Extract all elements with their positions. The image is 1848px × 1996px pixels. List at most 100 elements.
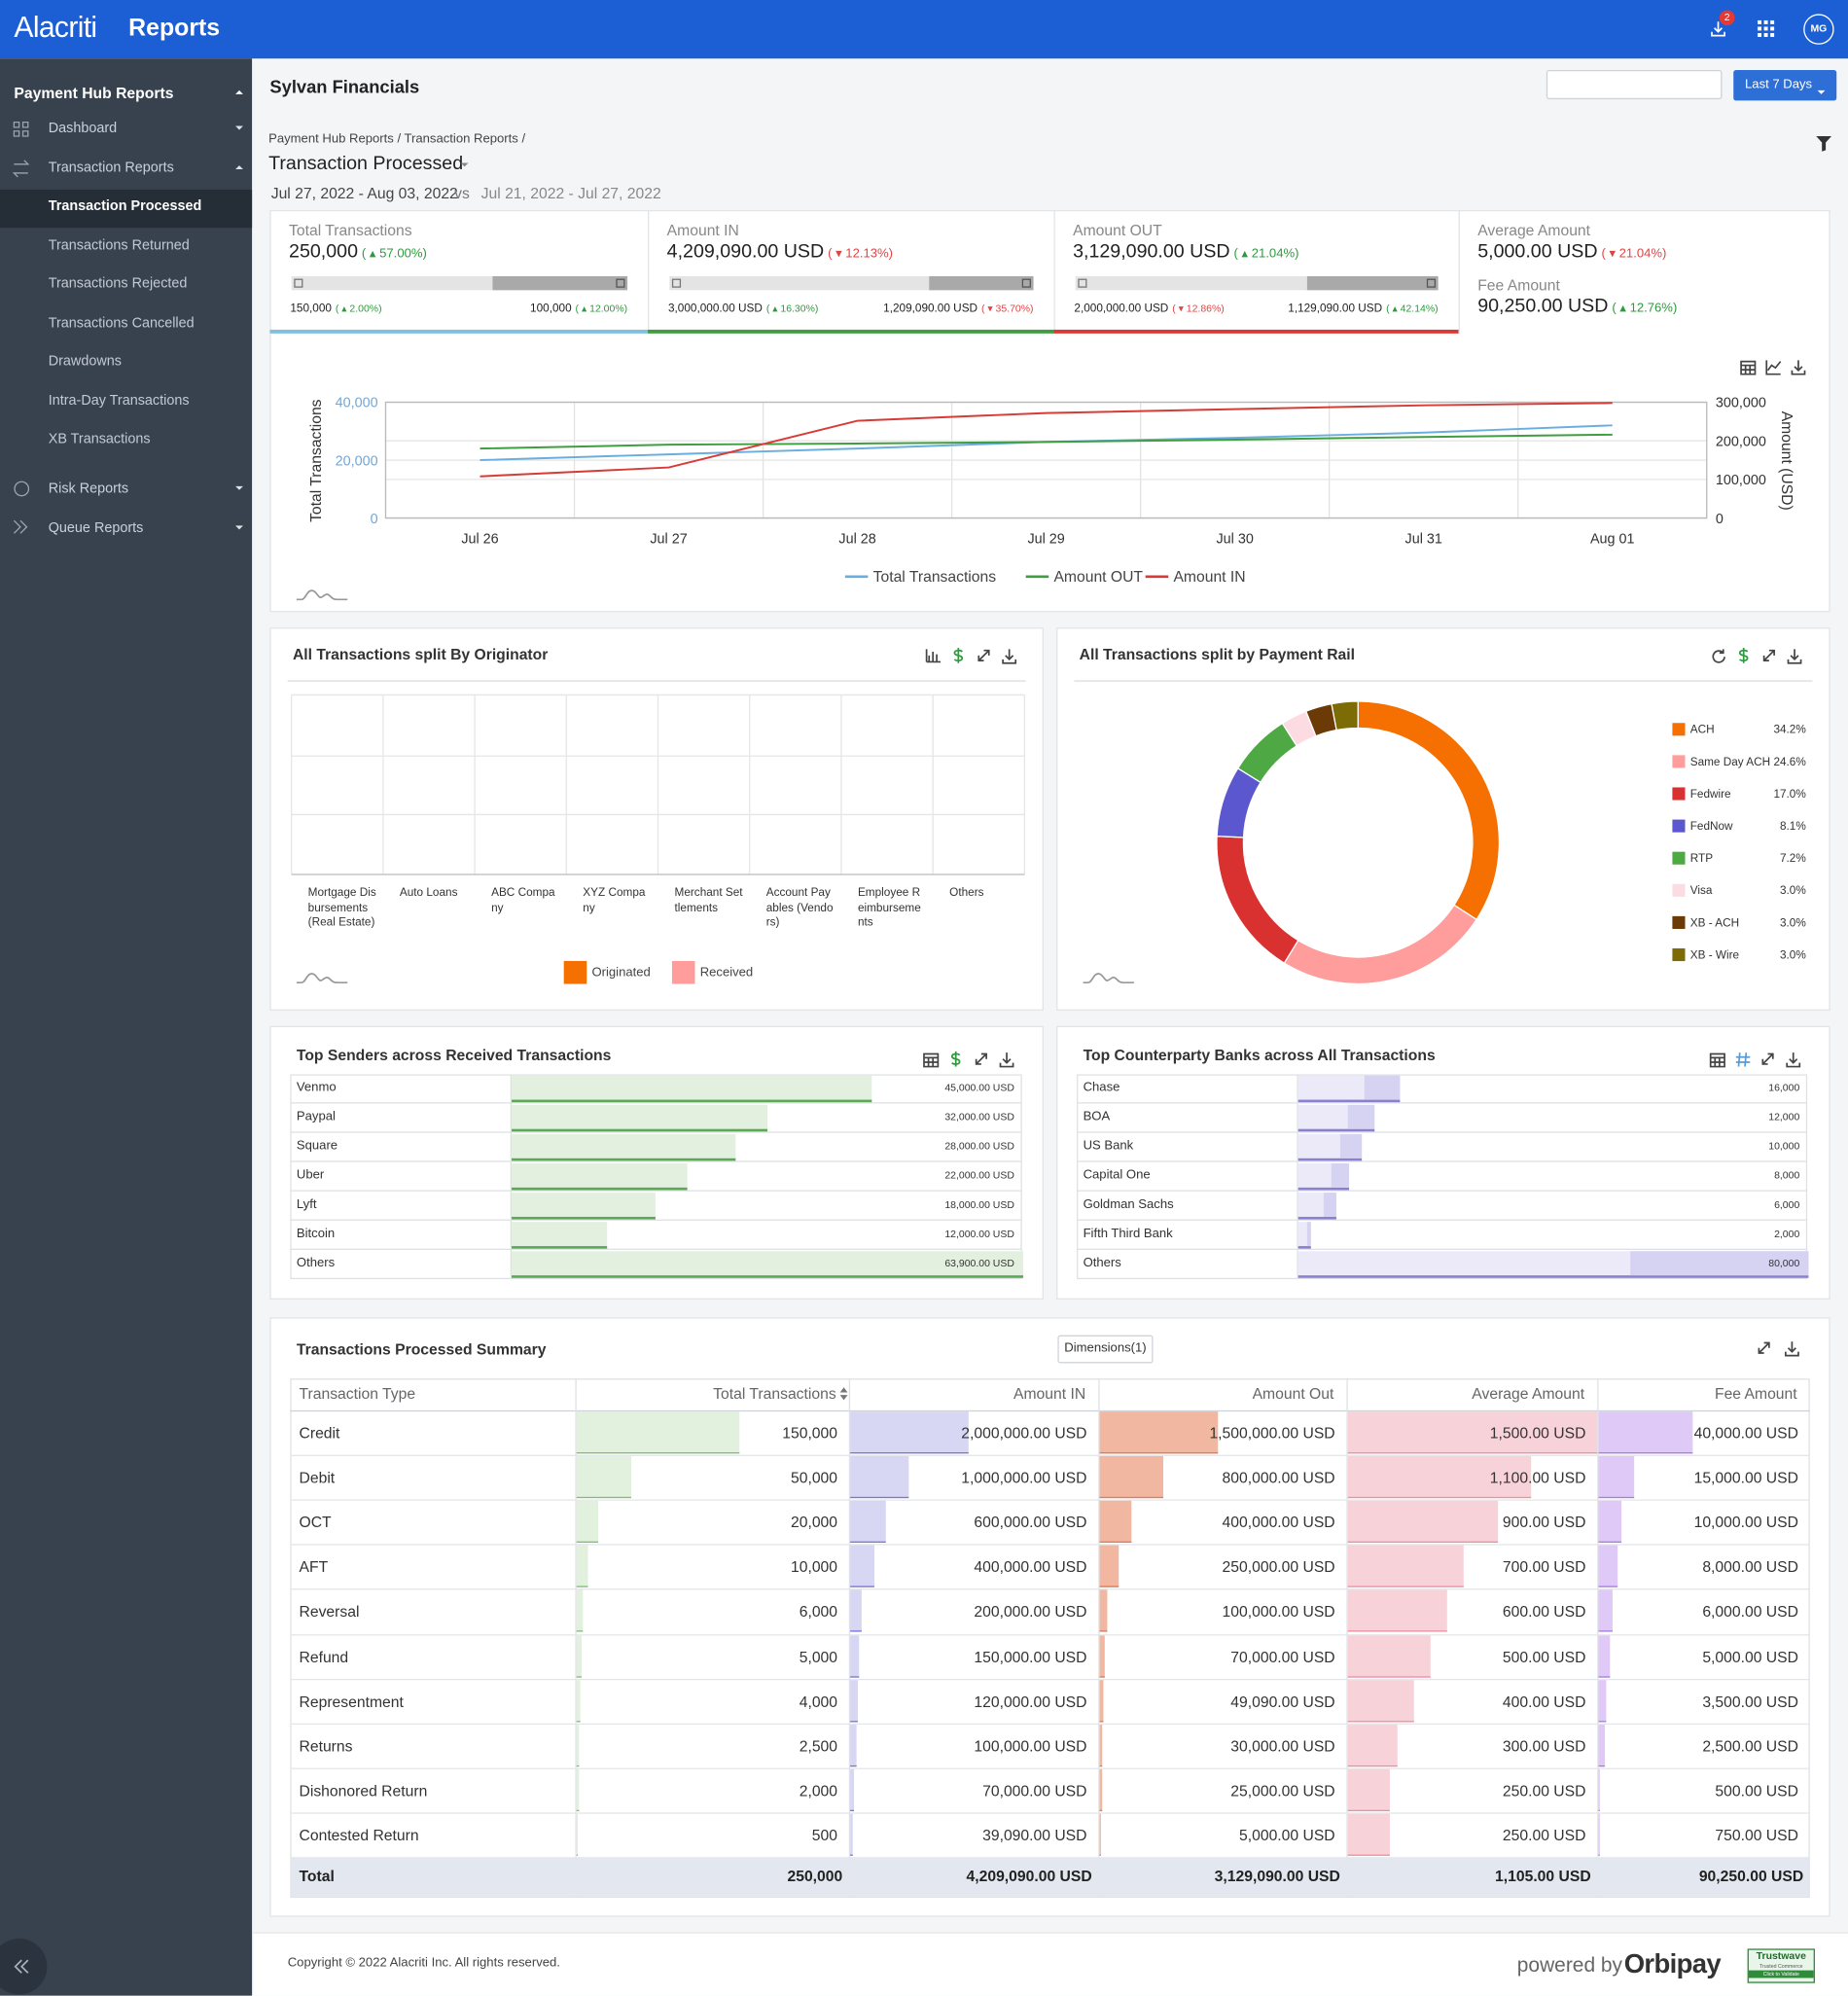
column-header[interactable]: Transaction Type: [299, 1384, 416, 1404]
notification-badge[interactable]: 2: [1719, 10, 1735, 26]
kpi-split-left: 150,000( ▴ 2.00%): [290, 302, 381, 314]
column-header[interactable]: Amount Out: [1252, 1384, 1334, 1404]
dimensions-button[interactable]: Dimensions(1): [1057, 1335, 1154, 1364]
kpi-split-left-bar: [1075, 275, 1308, 291]
sidebar-subitem[interactable]: XB Transactions: [48, 431, 151, 447]
table-header-line: [290, 1409, 1810, 1412]
table-cell-divider: [510, 1191, 513, 1221]
summary-bar: [850, 1411, 969, 1454]
sidebar-subitem[interactable]: Drawdowns: [48, 353, 122, 370]
column-header[interactable]: Amount IN: [1013, 1384, 1086, 1404]
copyright: Copyright © 2022 Alacriti Inc. All right…: [287, 1956, 560, 1971]
kpi-change: ( ▾ 12.86%): [1172, 303, 1225, 315]
sidebar-item[interactable]: Transaction Reports: [48, 160, 174, 176]
summary-cell: 120,000.00 USD: [974, 1692, 1087, 1711]
summary-cell: 1,000,000.00 USD: [961, 1469, 1087, 1487]
sidebar-item[interactable]: Dashboard: [48, 121, 118, 137]
column-divider: [1346, 1378, 1348, 1899]
sidebar-subitem[interactable]: Transactions Returned: [48, 237, 190, 253]
summary-bar: [1099, 1456, 1163, 1499]
table-value: 12,000.00 USD: [944, 1228, 1014, 1240]
sidebar-subitem[interactable]: Intra-Day Transactions: [48, 392, 190, 409]
user-avatar[interactable]: MG: [1803, 14, 1834, 45]
summary-bar: [850, 1679, 858, 1723]
table-bar-tail: [1629, 1251, 1809, 1276]
summary-bar: [576, 1813, 578, 1856]
summary-cell: 40,000.00 USD: [1693, 1424, 1798, 1443]
kpi-change: ( ▴ 42.14%): [1386, 303, 1439, 315]
row-line: [290, 1767, 1810, 1769]
sidebar-subitem[interactable]: Transactions Cancelled: [48, 314, 195, 331]
kpi-label: Total Transactions: [289, 221, 412, 240]
summary-cell: 400,000.00 USD: [974, 1558, 1087, 1577]
summary-cell: 250.00 USD: [1502, 1826, 1586, 1844]
kpi-split-right-bar: [929, 275, 1034, 291]
vs-label: vs: [454, 184, 470, 203]
table-name: Goldman Sachs: [1083, 1197, 1174, 1212]
summary-bar: [1347, 1679, 1415, 1723]
product-name: Reports: [128, 15, 221, 43]
summary-cell: 150,000: [782, 1424, 838, 1443]
sidebar-item[interactable]: Queue Reports: [48, 520, 144, 536]
kpi-value: 100,000: [530, 302, 572, 315]
table-value: 18,000.00 USD: [944, 1198, 1014, 1211]
summary-bar: [1598, 1501, 1622, 1544]
trust-badge[interactable]: Trustwave Trusted Commerce Click to Valida…: [1747, 1948, 1815, 1983]
sidebar-subitem[interactable]: Transaction Processed: [48, 198, 202, 214]
kpi-label: Fee Amount: [1477, 275, 1560, 295]
summary-cell: 900.00 USD: [1502, 1514, 1586, 1532]
summary-bar: [1099, 1545, 1119, 1588]
kpi-value: 5,000.00 USD: [1477, 240, 1598, 263]
summary-bar: [850, 1634, 860, 1678]
summary-bar: [1598, 1456, 1634, 1499]
summary-total-cell: 90,250.00 USD: [1698, 1867, 1804, 1885]
column-header[interactable]: Average Amount: [1472, 1384, 1585, 1404]
sidebar-title[interactable]: Payment Hub Reports: [14, 84, 174, 102]
column-header[interactable]: Fee Amount: [1714, 1384, 1797, 1404]
search-input[interactable]: [1546, 69, 1723, 100]
kpi-divider: [1458, 209, 1460, 334]
column-divider: [575, 1378, 577, 1899]
summary-cell: 600,000.00 USD: [974, 1514, 1087, 1532]
kpi-change: ( ▾ 12.13%): [828, 246, 894, 262]
summary-bar: [1598, 1545, 1617, 1588]
table-cell-divider: [510, 1249, 513, 1280]
table-name: Bitcoin: [296, 1227, 336, 1241]
summary-cell: 500.00 USD: [1715, 1781, 1798, 1800]
page-title[interactable]: Transaction Processed: [268, 153, 464, 175]
summary-cell: 1,500,000.00 USD: [1209, 1424, 1335, 1443]
table-frame: [290, 1378, 1810, 1899]
summary-cell: Contested Return: [299, 1826, 419, 1844]
table-value: 32,000.00 USD: [944, 1111, 1014, 1123]
sidebar-subitem[interactable]: Transactions Rejected: [48, 275, 188, 292]
summary-cell: 8,000.00 USD: [1702, 1558, 1798, 1577]
summary-bar: [1598, 1634, 1611, 1678]
table-value: 45,000.00 USD: [944, 1082, 1014, 1094]
summary-total-cell: Total: [299, 1867, 335, 1885]
summary-cell: 500: [811, 1826, 838, 1844]
summary-cell: 400.00 USD: [1502, 1692, 1586, 1711]
sidebar-item[interactable]: Risk Reports: [48, 481, 129, 497]
sort-icon-down: [839, 1395, 848, 1401]
summary-bar: [1347, 1456, 1531, 1499]
sidebar-active-row: [0, 189, 253, 229]
kpi-value: 150,000: [290, 302, 332, 315]
date-filter-button[interactable]: Last 7 Days: [1733, 69, 1837, 101]
summary-cell: 49,090.00 USD: [1230, 1692, 1335, 1711]
table-name: Capital One: [1083, 1168, 1151, 1183]
kpi-accent: [648, 329, 1054, 334]
summary-cell: 2,000,000.00 USD: [961, 1424, 1087, 1443]
summary-cell: 250,000.00 USD: [1222, 1558, 1335, 1577]
column-header[interactable]: Total Transactions: [713, 1384, 836, 1404]
breadcrumb[interactable]: Payment Hub Reports / Transaction Report…: [268, 132, 526, 147]
card-title: Transactions Processed Summary: [296, 1339, 547, 1359]
summary-cell: 2,000: [799, 1781, 838, 1800]
kpi-change: ( ▴ 12.76%): [1612, 302, 1678, 316]
kpi-split-icon: [671, 278, 682, 288]
table-name: Lyft: [296, 1197, 317, 1212]
table-value: 8,000: [1774, 1169, 1800, 1182]
table-row: [1077, 1161, 1808, 1192]
row-line: [290, 1678, 1810, 1680]
summary-cell: Returns: [299, 1736, 353, 1756]
